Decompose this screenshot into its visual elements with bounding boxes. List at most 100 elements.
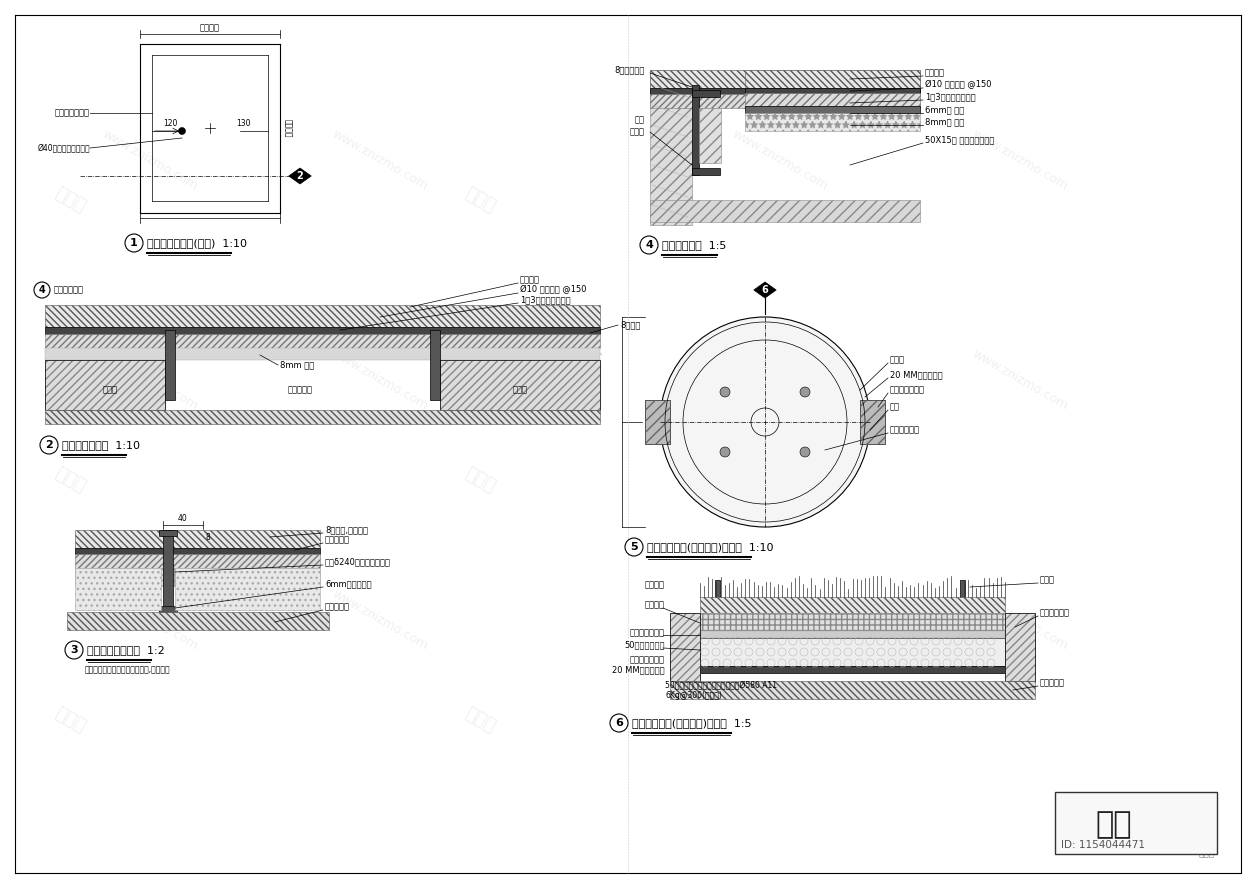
- Bar: [692, 85, 700, 175]
- Bar: [160, 530, 177, 536]
- Text: 50厚素混凝土垫层；开环境水上板Ø580 A11: 50厚素混凝土垫层；开环境水上板Ø580 A11: [664, 680, 777, 689]
- Circle shape: [659, 317, 870, 527]
- Text: 8mm 钢板: 8mm 钢板: [280, 361, 314, 369]
- Bar: [646, 400, 669, 444]
- Text: 草坪种植区域: 草坪种植区域: [891, 425, 919, 434]
- Text: 40: 40: [178, 514, 188, 523]
- Text: www.znizmo.com: www.znizmo.com: [730, 347, 830, 413]
- Text: www.znizmo.com: www.znizmo.com: [330, 347, 430, 413]
- Text: 知末网: 知末网: [461, 704, 499, 736]
- Text: 6: 6: [761, 285, 769, 295]
- Text: 市政井: 市政井: [103, 385, 118, 394]
- Text: 朝阳边框固定: 朝阳边框固定: [1040, 608, 1070, 617]
- Text: 知末网: 知末网: [461, 464, 499, 496]
- Bar: [651, 88, 919, 94]
- Text: 种植基土: 种植基土: [646, 600, 664, 609]
- Text: www.znizmo.com: www.znizmo.com: [330, 587, 430, 653]
- Bar: [745, 106, 919, 113]
- Bar: [75, 568, 320, 586]
- Text: 起吊口剖面大样图  1:2: 起吊口剖面大样图 1:2: [87, 645, 165, 655]
- Text: 装饰井盖平面图(辅装)  1:10: 装饰井盖平面图(辅装) 1:10: [147, 238, 247, 248]
- Bar: [175, 568, 320, 610]
- Text: 8厚钢板边框: 8厚钢板边框: [614, 66, 646, 75]
- Bar: [163, 530, 173, 612]
- Circle shape: [625, 538, 643, 556]
- Bar: [75, 530, 320, 548]
- Bar: [669, 613, 700, 681]
- Text: 标准检修井盖(绿化区域)剖面图  1:5: 标准检修井盖(绿化区域)剖面图 1:5: [632, 718, 751, 728]
- Text: 节点大样详见: 节点大样详见: [54, 286, 84, 295]
- Bar: [75, 568, 161, 610]
- Text: 6mm厚 钢板: 6mm厚 钢板: [924, 106, 965, 115]
- Bar: [1005, 613, 1035, 681]
- Text: 120: 120: [163, 119, 177, 128]
- Bar: [160, 606, 177, 612]
- Text: 2: 2: [296, 171, 304, 181]
- Text: 角钢: 角钢: [636, 115, 646, 124]
- Text: www.znizmo.com: www.znizmo.com: [100, 347, 200, 413]
- Bar: [651, 70, 692, 225]
- Text: 单双δ240钢管与钢板焊接: 单双δ240钢管与钢板焊接: [325, 558, 391, 567]
- Text: 装饰井盖剖面图  1:10: 装饰井盖剖面图 1:10: [62, 440, 139, 450]
- Text: Ø10 钢筋加固 @150: Ø10 钢筋加固 @150: [924, 81, 991, 90]
- Text: 固定卡: 固定卡: [891, 355, 906, 364]
- Text: 去详图: 去详图: [1199, 849, 1215, 858]
- Text: 1：3水泥砂浆结合层: 1：3水泥砂浆结合层: [924, 92, 976, 101]
- Circle shape: [40, 436, 58, 454]
- Bar: [1055, 792, 1217, 854]
- Text: 铺装详平面: 铺装详平面: [325, 535, 350, 544]
- Bar: [165, 330, 175, 400]
- Bar: [430, 330, 440, 400]
- Text: Ø10 钢筋加固 @150: Ø10 钢筋加固 @150: [520, 285, 587, 295]
- Text: 知末网: 知末网: [461, 184, 499, 216]
- Text: 6mm厚镀锌钢板: 6mm厚镀锌钢板: [325, 580, 372, 589]
- Text: 20 MM花岗岩石点: 20 MM花岗岩石点: [891, 370, 942, 379]
- Bar: [67, 612, 329, 630]
- Text: 8厚钢板,开条长孔: 8厚钢板,开条长孔: [325, 526, 368, 535]
- Text: 6Kg@300(平方板): 6Kg@300(平方板): [664, 691, 722, 700]
- Bar: [745, 113, 919, 131]
- Text: 1：3水泥砂浆结合层: 1：3水泥砂浆结合层: [520, 296, 570, 305]
- Circle shape: [34, 282, 50, 298]
- Text: 预埋件: 预埋件: [512, 385, 528, 394]
- Bar: [75, 554, 320, 568]
- Text: 1: 1: [131, 238, 138, 248]
- Text: 知末: 知末: [1095, 810, 1132, 839]
- Text: www.znizmo.com: www.znizmo.com: [100, 587, 200, 653]
- Bar: [700, 613, 1005, 631]
- Bar: [700, 631, 1005, 638]
- Text: 原铸铁井盖: 原铸铁井盖: [288, 385, 313, 394]
- Bar: [700, 638, 1005, 666]
- Bar: [651, 200, 919, 222]
- Text: 2: 2: [45, 440, 53, 450]
- Circle shape: [126, 234, 143, 252]
- Text: 8: 8: [205, 533, 210, 542]
- Text: 4: 4: [39, 285, 45, 295]
- Circle shape: [178, 128, 186, 134]
- Text: 标准检修井盖(绿化区域)平面图  1:10: 标准检修井盖(绿化区域)平面图 1:10: [647, 542, 774, 552]
- Text: www.znizmo.com: www.znizmo.com: [970, 587, 1070, 653]
- Bar: [45, 360, 165, 410]
- Bar: [700, 108, 721, 163]
- Bar: [669, 613, 700, 681]
- Bar: [75, 548, 320, 554]
- Text: Ø40起吊口与钢板焊接: Ø40起吊口与钢板焊接: [38, 144, 90, 153]
- Text: ID: 1154044471: ID: 1154044471: [1061, 840, 1145, 850]
- Text: 20 MM花岗岩石点: 20 MM花岗岩石点: [613, 665, 664, 675]
- Bar: [45, 327, 600, 334]
- Text: 铺装材质: 铺装材质: [924, 68, 945, 77]
- Text: 原铸铁井盖: 原铸铁井盖: [325, 602, 350, 612]
- Text: 固定件: 固定件: [1040, 575, 1055, 584]
- Text: 详见平面: 详见平面: [200, 23, 220, 32]
- Text: 知末网: 知末网: [51, 464, 88, 496]
- Text: www.znizmo.com: www.znizmo.com: [970, 347, 1070, 413]
- Text: 130: 130: [236, 119, 250, 128]
- Circle shape: [720, 387, 730, 397]
- Bar: [745, 93, 919, 106]
- Bar: [700, 666, 1005, 673]
- Text: 8厚钢板: 8厚钢板: [620, 321, 641, 329]
- Polygon shape: [289, 168, 311, 184]
- Circle shape: [800, 387, 810, 397]
- Bar: [651, 94, 919, 108]
- Text: 3: 3: [70, 645, 78, 655]
